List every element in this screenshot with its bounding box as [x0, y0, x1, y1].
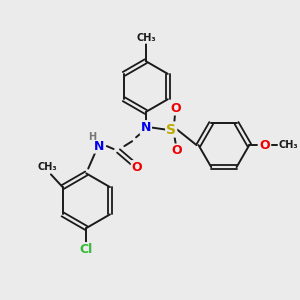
Text: CH₃: CH₃: [136, 33, 156, 43]
Text: CH₃: CH₃: [278, 140, 298, 150]
Text: O: O: [171, 101, 182, 115]
Text: O: O: [260, 139, 270, 152]
Text: S: S: [166, 122, 176, 136]
Text: N: N: [94, 140, 104, 153]
Text: CH₃: CH₃: [37, 162, 57, 172]
Text: O: O: [132, 161, 142, 174]
Text: O: O: [172, 145, 182, 158]
Text: N: N: [141, 121, 151, 134]
Text: Cl: Cl: [80, 243, 93, 256]
Text: H: H: [88, 132, 96, 142]
